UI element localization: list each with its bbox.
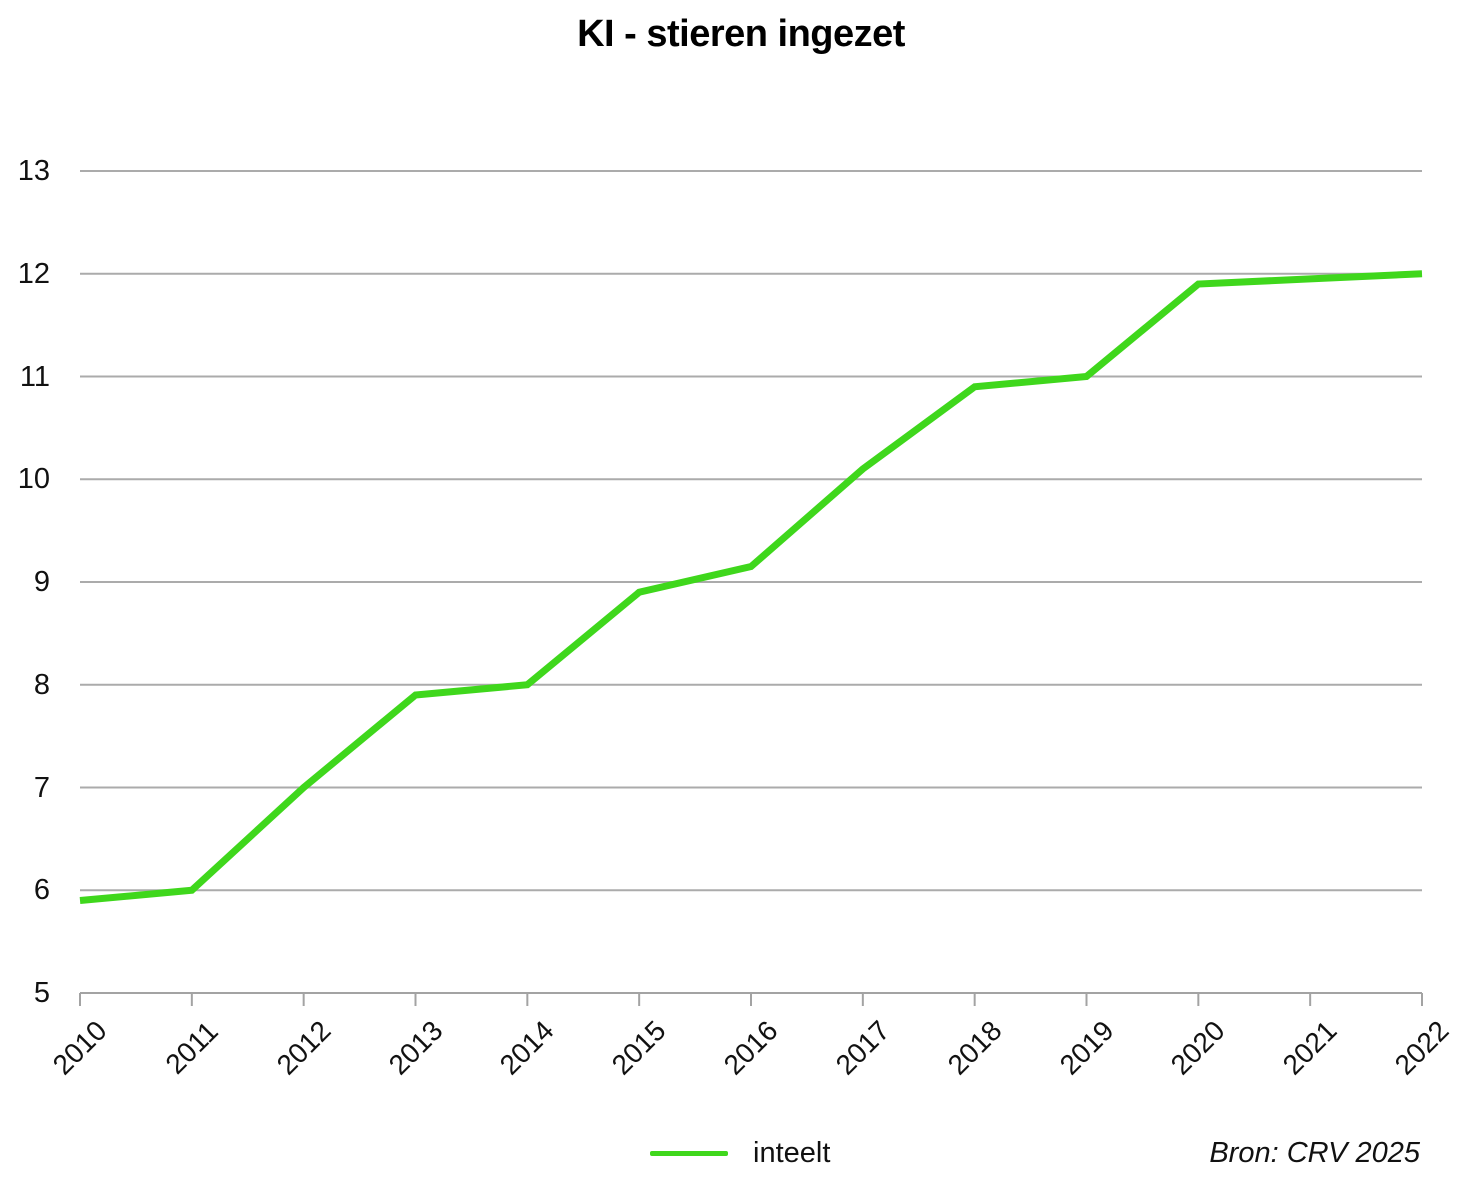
y-tick-label: 5 (33, 977, 50, 1009)
series-line-inteelt (79, 270, 1423, 905)
y-tick-label: 9 (33, 566, 50, 598)
legend: inteelt (650, 1134, 830, 1172)
source-note: Bron: CRV 2025 (1209, 1137, 1420, 1169)
y-tick-label: 10 (17, 463, 50, 496)
y-tick-label: 12 (17, 257, 50, 290)
y-tick-label: 11 (19, 360, 50, 393)
y-tick-label: 6 (33, 874, 50, 907)
y-tick-label: 7 (33, 771, 50, 804)
y-tick-label: 13 (17, 155, 50, 187)
legend-label: inteelt (753, 1136, 831, 1169)
y-tick-label: 8 (33, 668, 50, 701)
legend-line-swatch (650, 1150, 728, 1156)
chart-title: KI - stieren ingezet (577, 13, 905, 55)
